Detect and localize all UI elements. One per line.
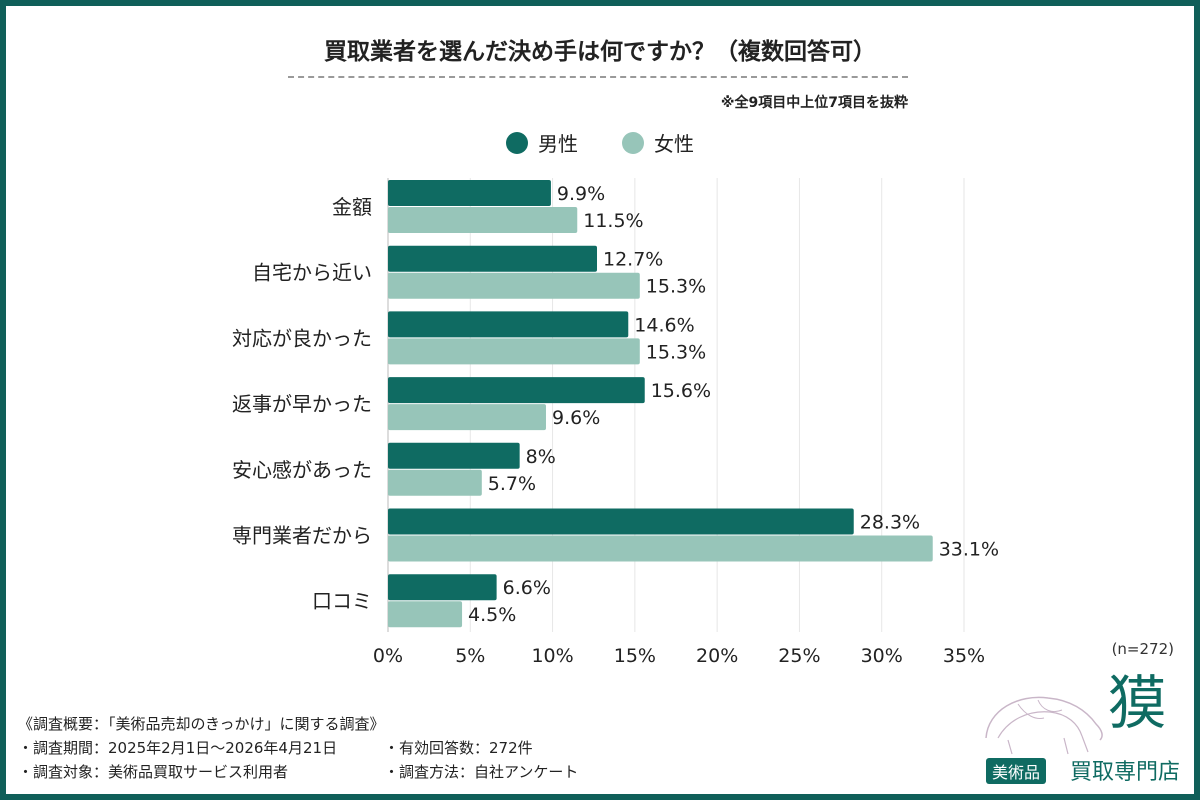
title-divider: [288, 76, 908, 78]
logo-text: 買取専門店: [1070, 760, 1181, 785]
survey-target: ・調査対象：美術品買取サービス利用者: [18, 763, 289, 781]
value-label-female-5: 33.1%: [939, 539, 999, 561]
bar-female-3: [388, 404, 546, 431]
category-label-5: 専門業者だから: [232, 524, 372, 548]
x-tick-label-0: 0%: [373, 645, 403, 667]
category-label-3: 返事が早かった: [232, 392, 372, 416]
bar-male-0: [388, 180, 551, 206]
x-tick-label-2: 10%: [531, 645, 573, 667]
category-label-1: 自宅から近い: [252, 261, 372, 285]
value-label-male-2: 14.6%: [634, 314, 694, 336]
chart-title: 買取業者を選んだ決め手は何ですか？（複数回答可）: [324, 39, 876, 65]
bar-male-3: [388, 377, 645, 404]
legend-item-female: 女性: [622, 128, 694, 157]
chart-note: ※全9項目中上位7項目を抜粋: [720, 95, 908, 111]
brand-logo: 獏 美術品 買取専門店: [978, 669, 1184, 786]
value-label-male-6: 6.6%: [503, 577, 551, 599]
x-tick-label-1: 5%: [455, 645, 485, 667]
tapir-illustration-icon: [985, 696, 1103, 755]
bar-chart: 0% 5% 10% 15% 20% 25% 30% 35% 金額 9.9% 11.5% 自宅から近い 1…: [232, 178, 999, 667]
value-label-female-3: 9.6%: [552, 407, 600, 429]
value-label-female-4: 5.7%: [488, 473, 536, 495]
x-tick-label-5: 25%: [778, 645, 820, 667]
value-label-male-0: 9.9%: [557, 183, 605, 205]
bar-male-1: [388, 245, 598, 272]
survey-responses: ・有効回答数：272件: [384, 739, 533, 757]
bar-female-5: [388, 535, 933, 562]
bar-female-6: [388, 601, 463, 628]
value-label-female-6: 4.5%: [468, 604, 516, 626]
value-label-female-1: 15.3%: [646, 276, 706, 298]
legend-label-female: 女性: [654, 132, 694, 156]
x-tick-label-3: 15%: [614, 645, 656, 667]
legend-swatch-female: [622, 131, 644, 154]
bar-male-5: [388, 508, 854, 535]
survey-heading: 《調査概要：「美術品売却のきっかけ」に関する調査》: [18, 715, 385, 733]
survey-period: ・調査期間：2025年2月1日〜2026年4月21日: [18, 739, 338, 757]
bar-male-4: [388, 442, 520, 469]
legend: 男性 女性: [0, 128, 1200, 157]
bar-male-2: [388, 311, 629, 338]
legend-swatch-male: [506, 131, 528, 154]
logo-kanji: 獏: [1108, 669, 1167, 737]
bar-female-4: [388, 469, 482, 496]
bar-female-1: [388, 272, 640, 299]
x-tick-label-6: 30%: [861, 645, 903, 667]
bar-female-0: [388, 207, 578, 233]
value-label-male-3: 15.6%: [651, 380, 711, 402]
survey-method: ・調査方法：自社アンケート: [384, 763, 579, 781]
value-label-female-2: 15.3%: [646, 341, 706, 363]
legend-item-male: 男性: [506, 128, 578, 157]
logo-badge: 美術品: [986, 758, 1047, 784]
value-label-male-4: 8%: [526, 446, 556, 468]
survey-summary: 《調査概要：「美術品売却のきっかけ」に関する調査》 ・調査期間：2025年2月1…: [18, 712, 578, 784]
sample-size: (n=272): [1111, 640, 1174, 658]
x-tick-label-7: 35%: [943, 645, 985, 667]
category-label-0: 金額: [332, 195, 372, 219]
value-label-male-1: 12.7%: [603, 249, 663, 271]
category-label-4: 安心感があった: [232, 458, 372, 482]
x-tick-label-4: 20%: [696, 645, 738, 667]
legend-label-male: 男性: [538, 132, 578, 156]
bar-male-6: [388, 574, 497, 601]
category-label-2: 対応が良かった: [232, 326, 372, 350]
category-label-6: 口コミ: [312, 589, 372, 613]
bar-female-2: [388, 338, 640, 365]
value-label-male-5: 28.3%: [860, 512, 920, 534]
value-label-female-0: 11.5%: [583, 210, 643, 232]
